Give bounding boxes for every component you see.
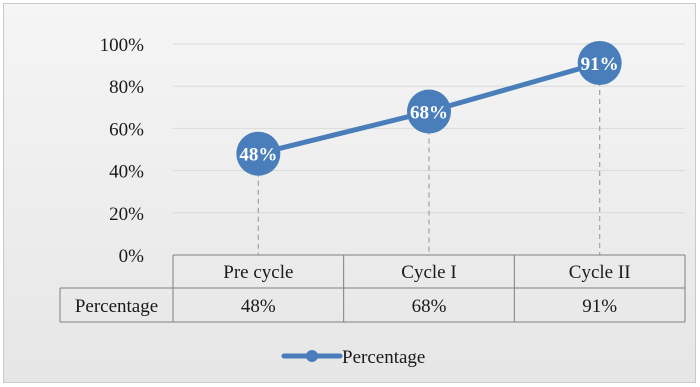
legend-swatch-marker xyxy=(306,350,318,362)
y-tick-label: 80% xyxy=(109,77,144,98)
category-label: Cycle II xyxy=(569,262,631,283)
category-label: Cycle I xyxy=(401,262,456,283)
data-label: 91% xyxy=(581,54,619,75)
table-row-label: Percentage xyxy=(75,296,158,317)
y-tick-label: 100% xyxy=(100,35,145,56)
data-point-marker xyxy=(577,40,622,85)
category-label: Pre cycle xyxy=(223,262,293,283)
chart-frame: 0% 20% 40% 60% 80% 100% Pre cycle 48% Cycle I 68%… xyxy=(3,3,696,383)
line-chart: 0% 20% 40% 60% 80% 100% Pre cycle 48% Cycle I 68%… xyxy=(59,35,686,368)
y-tick-label: 20% xyxy=(109,204,144,225)
y-tick-label: 0% xyxy=(119,246,145,267)
data-label: 48% xyxy=(239,145,277,166)
legend-label: Percentage xyxy=(342,347,425,368)
y-tick-label: 60% xyxy=(109,119,144,140)
table-value-cell: 91% xyxy=(582,296,617,317)
data-point-marker xyxy=(407,89,451,134)
table-value-cell: 68% xyxy=(412,296,447,317)
data-point-marker xyxy=(236,131,281,176)
data-label: 68% xyxy=(410,103,448,124)
table-value-cell: 48% xyxy=(241,296,276,317)
y-tick-label: 40% xyxy=(109,162,144,183)
